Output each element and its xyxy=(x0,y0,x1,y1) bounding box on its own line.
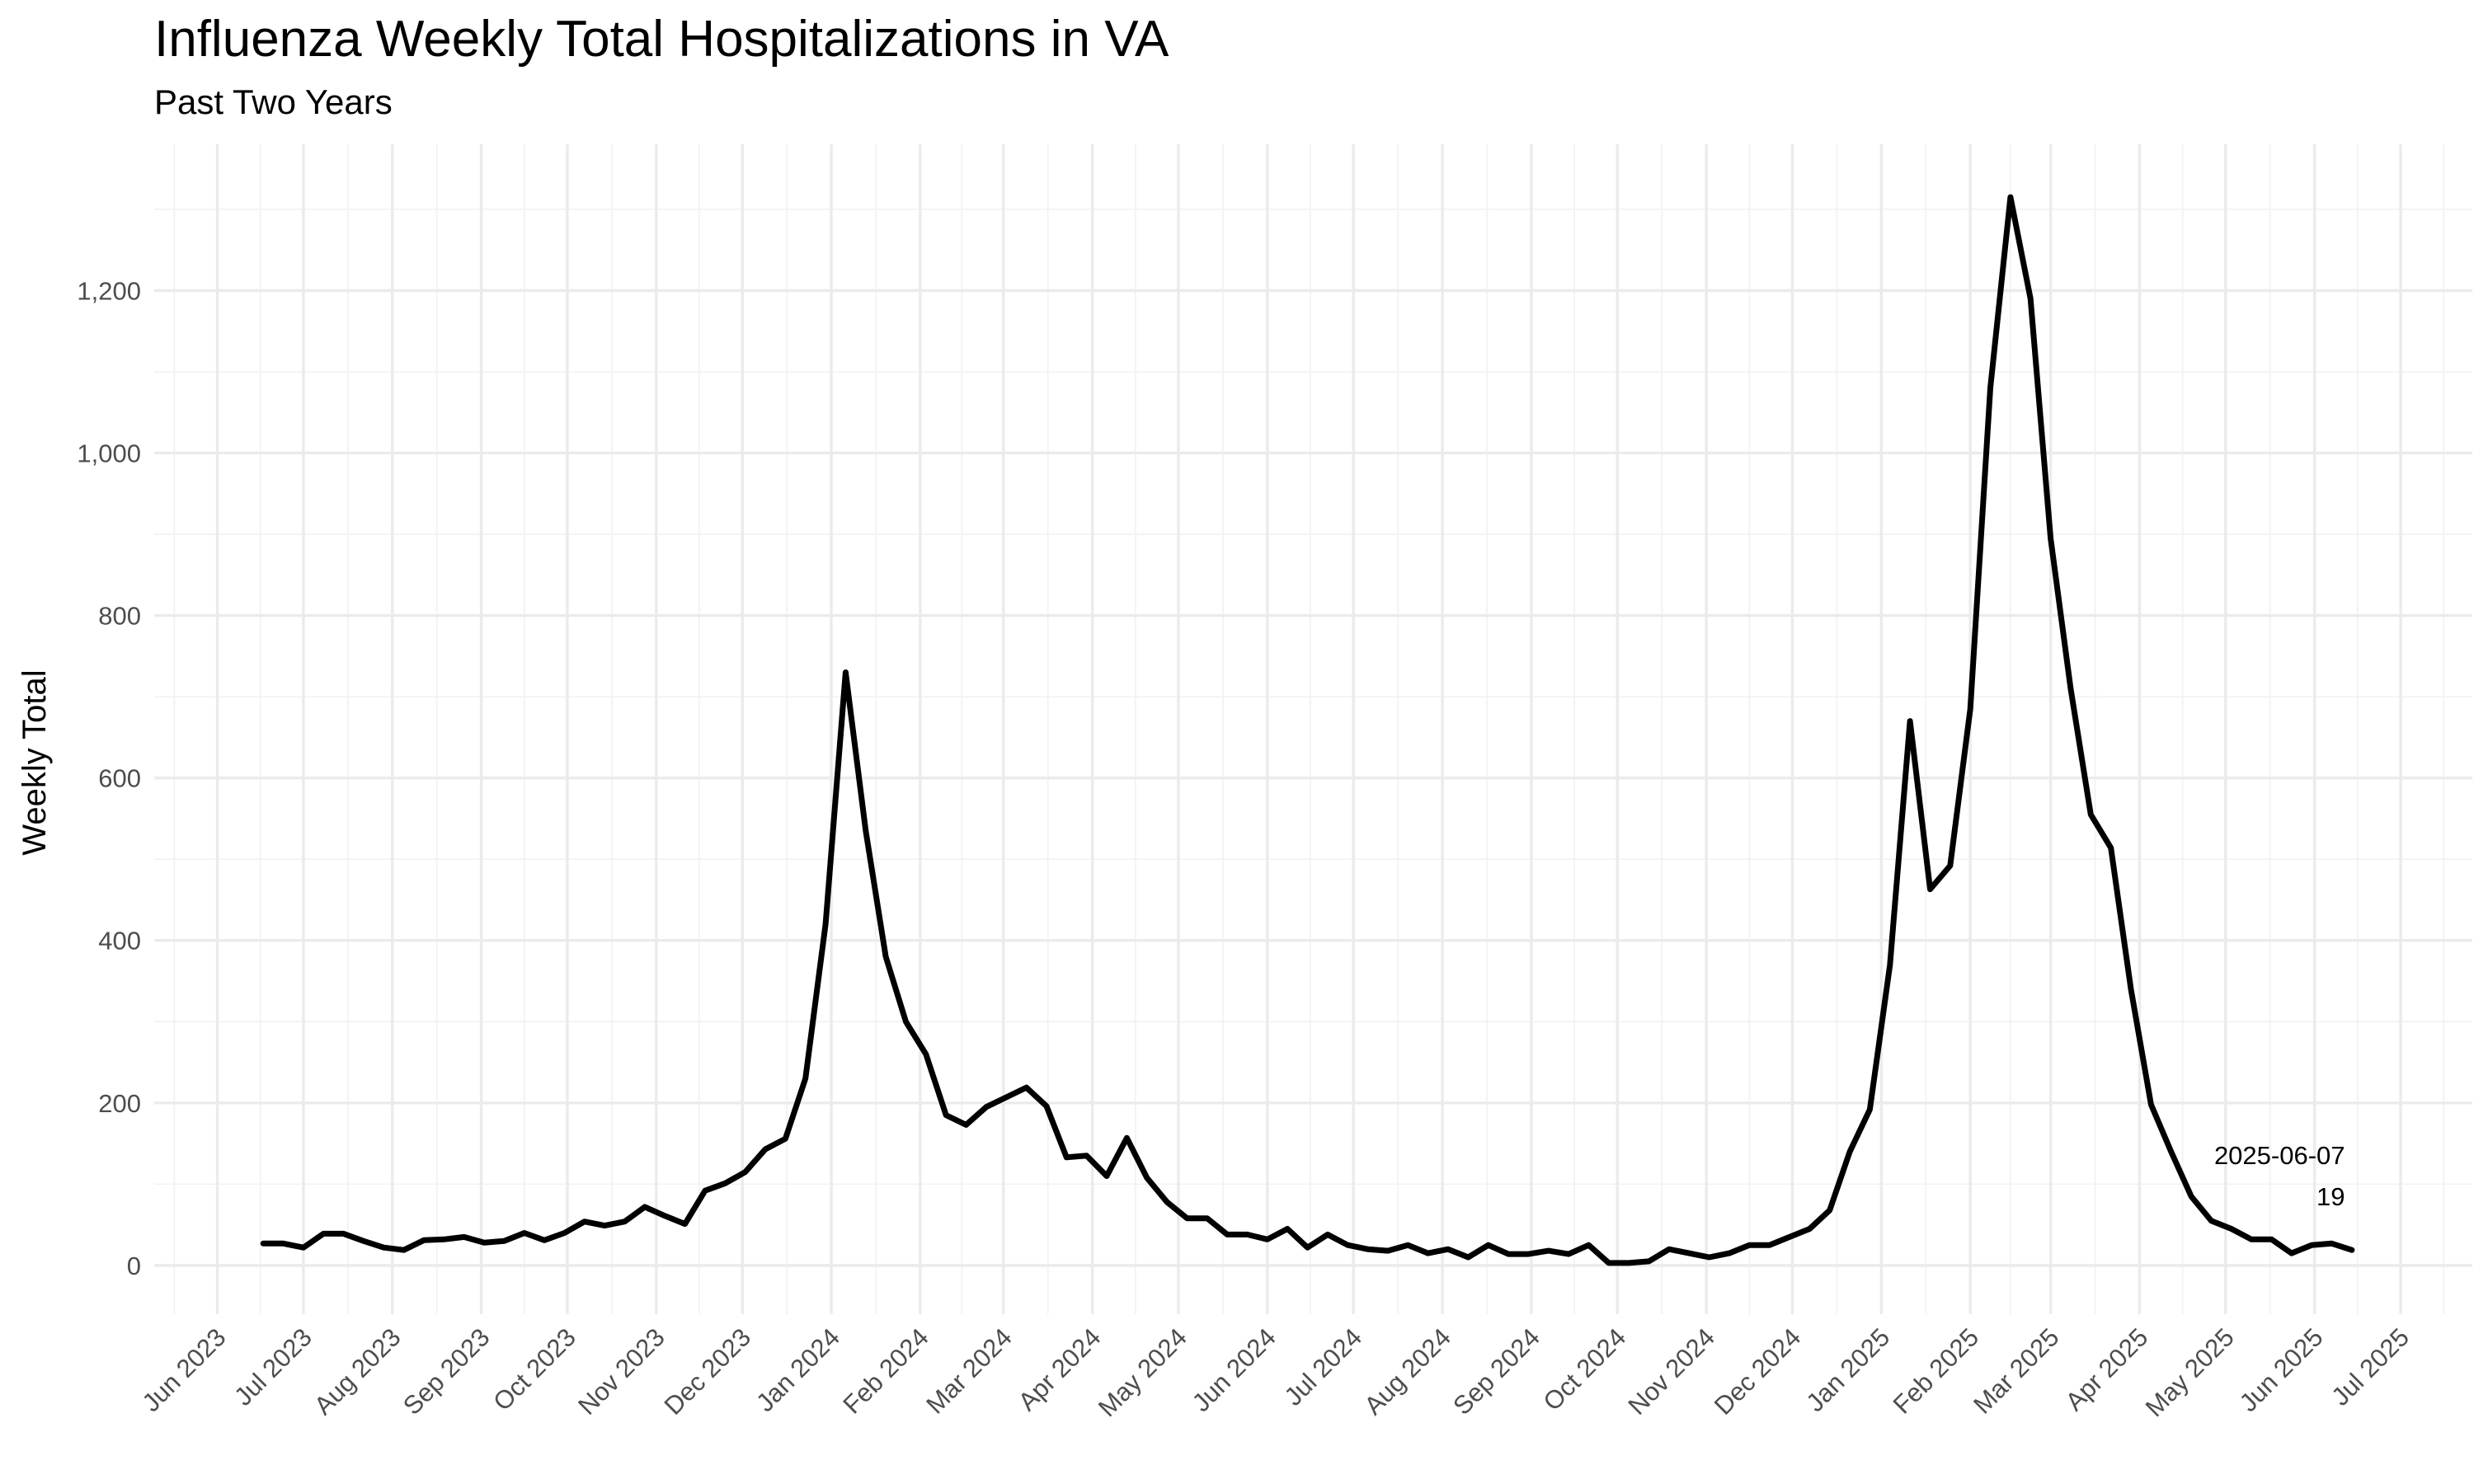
x-tick-label: Sep 2023 xyxy=(397,1322,496,1421)
x-tick-label: Dec 2024 xyxy=(1709,1322,1807,1421)
annotation-layer: 2025-06-07 19 xyxy=(2214,1141,2345,1211)
x-tick-label: May 2025 xyxy=(2140,1322,2240,1422)
x-tick-label: Jun 2024 xyxy=(1187,1322,1282,1417)
x-tick-label: Aug 2024 xyxy=(1358,1322,1456,1421)
y-tick-label: 400 xyxy=(98,927,141,956)
chart-subtitle: Past Two Years xyxy=(154,82,393,121)
annotation-value-label: 19 xyxy=(2316,1182,2345,1211)
x-tick-label: Jun 2023 xyxy=(137,1322,232,1417)
x-tick-label: Jul 2023 xyxy=(228,1322,317,1411)
y-tick-label: 1,200 xyxy=(77,276,141,305)
chart-title: Influenza Weekly Total Hospitalizations … xyxy=(154,11,1169,68)
y-tick-label: 1,000 xyxy=(77,439,141,467)
x-tick-label: Jul 2024 xyxy=(1279,1322,1368,1411)
x-tick-label: Mar 2025 xyxy=(1968,1322,2064,1419)
x-tick-label: Feb 2025 xyxy=(1888,1322,1984,1419)
x-tick-label: Aug 2023 xyxy=(308,1322,407,1421)
x-tick-label: Mar 2024 xyxy=(920,1322,1017,1419)
x-tick-label: Jan 2024 xyxy=(750,1322,845,1417)
y-tick-label: 200 xyxy=(98,1089,141,1118)
x-tick-label: May 2024 xyxy=(1093,1322,1192,1422)
y-axis-label: Weekly Total xyxy=(16,669,53,855)
series-layer xyxy=(260,194,2355,1266)
x-tick-label: Nov 2023 xyxy=(572,1322,670,1421)
x-tick-label: Jun 2025 xyxy=(2234,1322,2329,1417)
x-tick-label: Jan 2025 xyxy=(1800,1322,1895,1417)
x-tick-label: Dec 2023 xyxy=(659,1322,757,1421)
minor-gridlines xyxy=(154,144,2472,1314)
major-gridlines xyxy=(154,144,2472,1314)
series-line xyxy=(260,194,2355,1266)
x-tick-label: Oct 2024 xyxy=(1538,1322,1632,1416)
y-tick-label: 600 xyxy=(98,764,141,793)
y-tick-label: 0 xyxy=(127,1252,141,1280)
x-tick-label: Feb 2024 xyxy=(837,1322,934,1419)
annotation-date-label: 2025-06-07 xyxy=(2214,1141,2345,1170)
x-tick-label: Nov 2024 xyxy=(1622,1322,1720,1421)
y-tick-label: 800 xyxy=(98,602,141,631)
x-tick-label: Sep 2024 xyxy=(1447,1322,1545,1421)
y-axis-ticks: 0 200 400 600 800 1,000 1,200 xyxy=(77,276,141,1280)
x-tick-label: Oct 2023 xyxy=(487,1322,581,1416)
x-tick-label: Jul 2025 xyxy=(2326,1322,2415,1411)
